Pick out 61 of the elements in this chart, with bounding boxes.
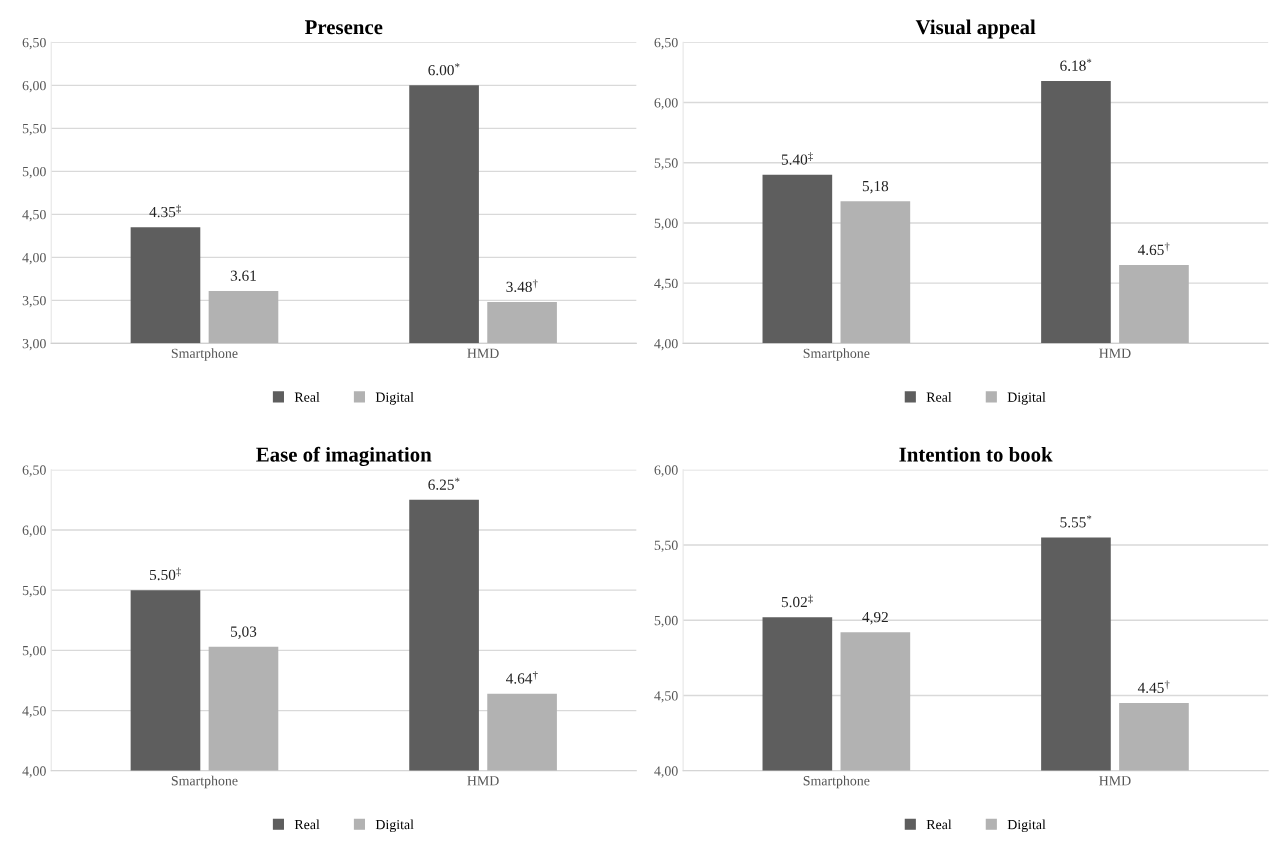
y-tick-label: 5,00 (22, 645, 46, 658)
legend-label: Real (294, 819, 320, 830)
y-tick-label: 5,00 (654, 218, 678, 230)
legend-label: Real (294, 392, 320, 402)
y-tick-label: 4,50 (654, 278, 678, 291)
legend-label: Digital (1007, 392, 1046, 405)
legend-label: Real (926, 392, 952, 402)
y-tick-label: 5,50 (22, 123, 46, 136)
data-label: 6.18$^{*}$ (1060, 58, 1092, 71)
data-label: 4,92 (862, 612, 888, 625)
chart-title: Presence (304, 20, 383, 35)
y-tick-label: 6,00 (22, 80, 46, 93)
data-label: 5,18 (862, 180, 889, 194)
y-tick-label: 4,00 (654, 338, 678, 351)
data-label: 5.02$^{‡}$ (781, 594, 813, 608)
y-tick-label: 3,00 (22, 338, 46, 351)
y-tick-label: 4,00 (22, 766, 46, 778)
chart-title: Visual appeal (915, 19, 1036, 39)
y-tick-label: 5,00 (22, 166, 46, 179)
data-label: 5.55$^{*}$ (1060, 515, 1092, 528)
legend-label: Digital (375, 392, 414, 405)
x-tick-label: HMD (467, 776, 499, 786)
y-tick-label: 3,50 (22, 295, 46, 308)
x-tick-label: Smartphone (803, 775, 870, 789)
chart-title: Ease of imagination (256, 446, 432, 467)
y-tick-label: 4,50 (654, 691, 678, 703)
y-tick-label: 6,50 (22, 37, 46, 50)
data-label: 4.65$^{†}$ (1137, 242, 1170, 256)
data-label: 5,03 (231, 626, 257, 639)
x-tick-label: Smartphone (803, 348, 870, 361)
data-label: 3.48$^{†}$ (506, 279, 538, 293)
data-label: 3.61 (230, 270, 256, 281)
legend-label: Digital (1007, 819, 1046, 833)
x-tick-label: HMD (467, 348, 499, 358)
data-label: 6.00$^{*}$ (428, 63, 460, 76)
y-tick-label: 6,00 (654, 98, 678, 110)
data-label: 4.64$^{†}$ (506, 671, 538, 684)
y-tick-label: 4,00 (654, 766, 678, 778)
data-label: 6.25$^{*}$ (428, 477, 460, 490)
y-tick-label: 6,00 (654, 465, 678, 477)
y-tick-label: 5,00 (654, 615, 678, 628)
data-label: 4.45$^{†}$ (1137, 680, 1170, 694)
y-tick-label: 5,50 (654, 540, 678, 552)
y-tick-label: 5,50 (654, 158, 678, 170)
y-tick-label: 5,50 (22, 585, 46, 598)
chart-title: Intention to book (899, 446, 1053, 462)
y-tick-label: 4,50 (22, 209, 46, 222)
y-tick-label: 4,50 (22, 706, 46, 718)
data-label: 5.40$^{‡}$ (781, 152, 813, 165)
y-tick-label: 6,50 (654, 37, 678, 50)
x-tick-label: HMD (1099, 348, 1131, 358)
y-tick-label: 6,50 (22, 465, 46, 477)
legend-label: Real (926, 819, 952, 830)
legend-label: Digital (375, 819, 414, 833)
y-tick-label: 4,00 (22, 252, 46, 265)
x-tick-label: Smartphone (171, 775, 238, 789)
data-label: 4.35$^{‡}$ (149, 204, 181, 218)
x-tick-label: Smartphone (171, 348, 238, 361)
y-tick-label: 6,00 (22, 525, 46, 537)
data-label: 5.50$^{‡}$ (150, 567, 181, 581)
x-tick-label: HMD (1099, 776, 1131, 786)
